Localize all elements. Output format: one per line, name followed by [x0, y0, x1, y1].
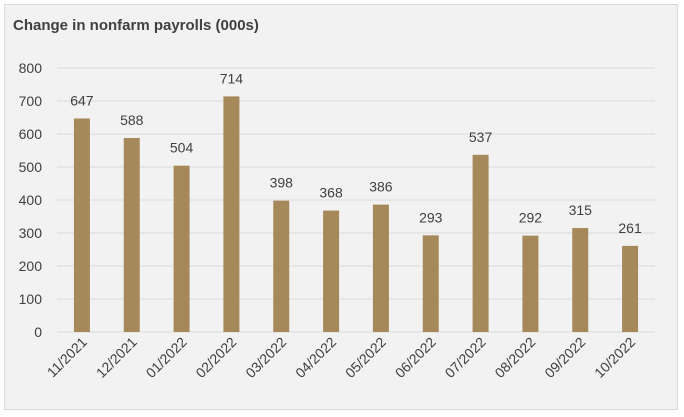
data-label: 504 — [170, 140, 194, 156]
x-tick-label: 12/2021 — [93, 334, 140, 381]
data-label: 537 — [469, 129, 493, 145]
bar — [422, 235, 439, 332]
y-axis-labels: 0 100 200 300 400 500 600 700 800 — [19, 60, 43, 340]
bar — [522, 235, 539, 332]
data-label: 368 — [319, 185, 343, 201]
bar — [323, 210, 340, 332]
chart-title: Change in nonfarm payrolls (000s) — [13, 17, 259, 34]
bar — [572, 228, 589, 332]
x-axis-labels: 11/2021 12/2021 01/2022 02/2022 03/2022 04/20… — [44, 334, 639, 381]
bar — [223, 96, 240, 332]
chart-frame: Change in nonfarm payrolls (000s) — [4, 4, 678, 410]
x-tick-label: 09/2022 — [541, 334, 588, 381]
y-tick-label: 700 — [19, 93, 43, 109]
data-label: 293 — [419, 209, 443, 225]
x-tick-label: 11/2021 — [44, 334, 91, 381]
y-tick-label: 0 — [34, 324, 42, 340]
x-tick-label: 02/2022 — [192, 334, 239, 381]
x-tick-label: 10/2022 — [591, 334, 638, 381]
x-tick-label: 03/2022 — [242, 334, 289, 381]
bar — [273, 200, 290, 332]
data-label: 588 — [120, 112, 144, 128]
bars — [73, 96, 639, 333]
x-tick-label: 01/2022 — [143, 334, 190, 381]
bar — [173, 165, 190, 332]
data-label: 386 — [369, 179, 393, 195]
y-tick-label: 500 — [19, 159, 43, 175]
x-tick-label: 08/2022 — [491, 334, 538, 381]
y-tick-label: 200 — [19, 258, 43, 274]
x-tick-label: 07/2022 — [442, 334, 489, 381]
y-tick-label: 300 — [19, 225, 43, 241]
data-label: 315 — [569, 202, 593, 218]
y-tick-label: 400 — [19, 192, 43, 208]
data-labels: 647 588 504 714 398 368 386 293 537 292 315 261 — [70, 70, 642, 235]
x-tick-label: 04/2022 — [292, 334, 339, 381]
data-label: 714 — [220, 70, 244, 86]
bar — [622, 245, 639, 332]
data-label: 398 — [270, 175, 294, 191]
y-tick-label: 600 — [19, 126, 43, 142]
bar — [73, 118, 90, 333]
y-tick-label: 800 — [19, 60, 43, 76]
bar — [372, 204, 389, 332]
gridlines — [57, 67, 655, 333]
x-tick-label: 06/2022 — [392, 334, 439, 381]
y-tick-label: 100 — [19, 291, 43, 307]
data-label: 261 — [618, 220, 642, 236]
data-label: 647 — [70, 92, 94, 108]
bar — [123, 137, 140, 332]
x-tick-label: 05/2022 — [342, 334, 389, 381]
bar — [472, 154, 489, 332]
data-label: 292 — [519, 210, 543, 226]
